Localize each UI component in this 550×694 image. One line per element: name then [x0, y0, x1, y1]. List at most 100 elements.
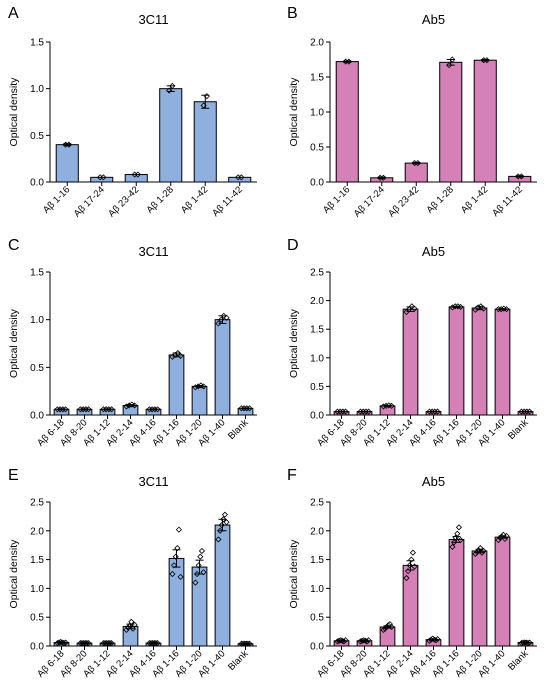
panel-letter: A	[8, 5, 19, 22]
data-point	[434, 408, 441, 415]
data-point	[192, 579, 199, 586]
data-point	[60, 640, 67, 647]
data-point	[434, 636, 441, 643]
y-axis-label: Optical density	[8, 77, 20, 147]
data-point	[106, 640, 113, 647]
y-axis-label: Optical density	[8, 308, 20, 378]
data-point	[411, 563, 418, 570]
data-point	[357, 408, 364, 415]
data-point	[526, 408, 533, 415]
data-point	[100, 174, 107, 181]
data-point	[414, 160, 421, 167]
data-point	[475, 304, 482, 311]
data-point	[243, 405, 250, 412]
data-point	[339, 637, 346, 644]
data-point	[215, 320, 222, 327]
y-axis-label: Optical density	[288, 77, 300, 147]
data-point	[57, 638, 64, 646]
y-tick-label: 0.5	[310, 613, 324, 624]
data-point	[451, 539, 458, 546]
bar	[55, 144, 79, 183]
y-tick-label: 1.0	[30, 84, 44, 95]
panel-b: B Ab5 Optical density 0.0 0.5 1.0 1.5 2.0 Aβ 1-1…	[287, 5, 537, 220]
data-point	[154, 406, 161, 413]
data-point	[432, 637, 439, 644]
y-tick-label: 0.5	[30, 363, 44, 374]
data-point	[363, 638, 370, 645]
y-tick-label: 1.0	[30, 315, 44, 326]
bar	[168, 354, 185, 416]
data-point	[125, 624, 132, 631]
y-tick-label: 1.5	[310, 325, 324, 336]
data-point	[105, 406, 112, 413]
data-point	[198, 547, 205, 555]
data-point	[497, 534, 504, 541]
data-point	[108, 406, 115, 413]
bar	[404, 162, 428, 183]
data-point	[54, 640, 61, 647]
x-tick-label: Aβ 1-42	[459, 184, 490, 215]
data-point	[362, 408, 369, 415]
bar	[168, 557, 185, 647]
data-point	[194, 570, 201, 578]
x-tick-label: Aβ 1-28	[144, 184, 175, 215]
bar	[471, 550, 488, 647]
data-point	[241, 405, 248, 412]
data-point	[452, 303, 459, 310]
panel-letter: C	[8, 237, 20, 254]
data-point	[57, 406, 64, 413]
data-point	[126, 622, 133, 629]
bar	[379, 626, 396, 647]
bar	[193, 101, 217, 183]
bar	[191, 566, 208, 647]
data-point	[192, 384, 199, 391]
data-point	[85, 640, 92, 647]
data-point	[177, 352, 184, 359]
data-point	[126, 402, 133, 409]
bar	[448, 538, 465, 647]
x-tick-label: Blank	[506, 417, 531, 442]
bar	[402, 308, 419, 416]
data-point	[380, 626, 387, 633]
data-point	[406, 562, 413, 569]
data-point	[449, 304, 456, 311]
y-axis-label: Optical density	[288, 308, 300, 378]
y-tick-label: 0.5	[30, 613, 44, 624]
data-point	[339, 408, 346, 415]
bar	[159, 88, 183, 183]
data-point	[337, 408, 344, 415]
chart-title: 3C11	[138, 244, 168, 259]
x-tick-label: Aβ 17-24	[72, 184, 107, 219]
data-point	[380, 403, 387, 410]
data-point	[172, 553, 179, 560]
data-point	[59, 406, 66, 413]
data-point	[174, 545, 181, 552]
data-point	[495, 306, 502, 313]
chart-title: 3C11	[138, 474, 168, 489]
y-tick-label: 1.0	[310, 584, 324, 595]
data-point	[223, 314, 230, 321]
data-point	[108, 640, 115, 647]
data-point	[134, 171, 141, 178]
y-tick-label: 1.5	[30, 268, 44, 279]
bar	[473, 59, 497, 183]
data-point	[518, 173, 525, 180]
y-tick-label: 1.5	[30, 555, 44, 566]
y-tick-label: 2.0	[310, 526, 324, 537]
data-point	[477, 545, 484, 552]
data-point	[524, 640, 531, 647]
data-point	[218, 521, 225, 529]
bar	[214, 524, 231, 647]
y-tick-label: 2.5	[310, 498, 324, 509]
data-point	[429, 408, 436, 415]
data-point	[480, 305, 487, 312]
data-point	[478, 549, 485, 556]
data-point	[131, 402, 138, 409]
data-point	[365, 408, 372, 415]
panel-letter: E	[8, 467, 19, 484]
data-point	[197, 553, 204, 560]
data-point	[495, 536, 502, 544]
data-point	[503, 306, 510, 313]
data-point	[238, 174, 245, 181]
